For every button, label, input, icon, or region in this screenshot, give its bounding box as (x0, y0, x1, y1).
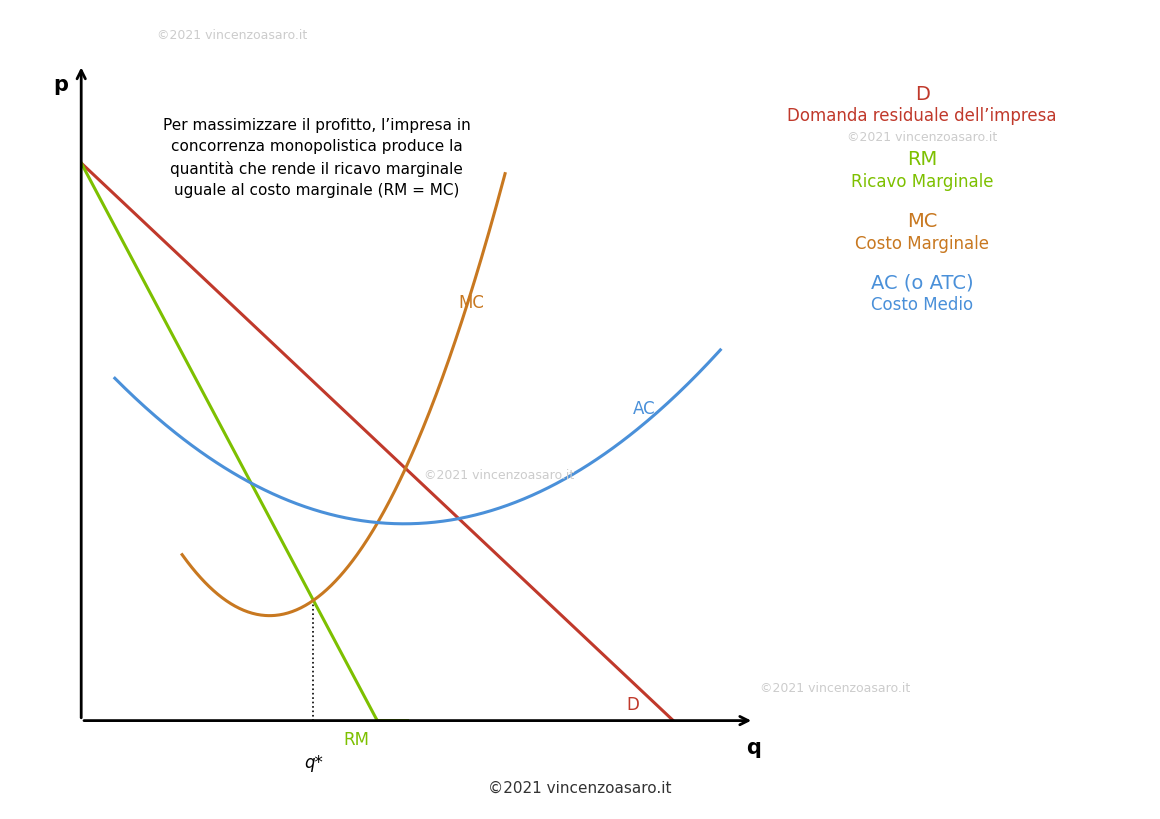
Text: ©2021 vincenzoasaro.it: ©2021 vincenzoasaro.it (847, 131, 998, 144)
Text: MC: MC (907, 211, 937, 231)
Text: AC: AC (633, 400, 655, 418)
Text: Costo Medio: Costo Medio (871, 296, 973, 314)
Text: ©2021 vincenzoasaro.it: ©2021 vincenzoasaro.it (157, 29, 307, 42)
Text: D: D (915, 84, 929, 104)
Text: p: p (53, 75, 68, 95)
Text: RM: RM (907, 150, 937, 170)
Text: AC (o ATC): AC (o ATC) (871, 273, 973, 292)
Text: Per massimizzare il profitto, l’impresa in
concorrenza monopolistica produce la
: Per massimizzare il profitto, l’impresa … (162, 118, 471, 197)
Text: D: D (626, 695, 639, 713)
Text: ©2021 vincenzoasaro.it: ©2021 vincenzoasaro.it (760, 681, 911, 695)
Text: ©2021 vincenzoasaro.it: ©2021 vincenzoasaro.it (488, 780, 672, 794)
Text: Costo Marginale: Costo Marginale (855, 234, 989, 252)
Text: MC: MC (458, 293, 484, 311)
Text: RM: RM (343, 730, 370, 748)
Text: q*: q* (304, 753, 322, 771)
Text: q: q (747, 737, 761, 757)
Text: Ricavo Marginale: Ricavo Marginale (851, 173, 993, 191)
Text: ©2021 vincenzoasaro.it: ©2021 vincenzoasaro.it (423, 468, 574, 482)
Text: Domanda residuale dell’impresa: Domanda residuale dell’impresa (788, 107, 1057, 125)
